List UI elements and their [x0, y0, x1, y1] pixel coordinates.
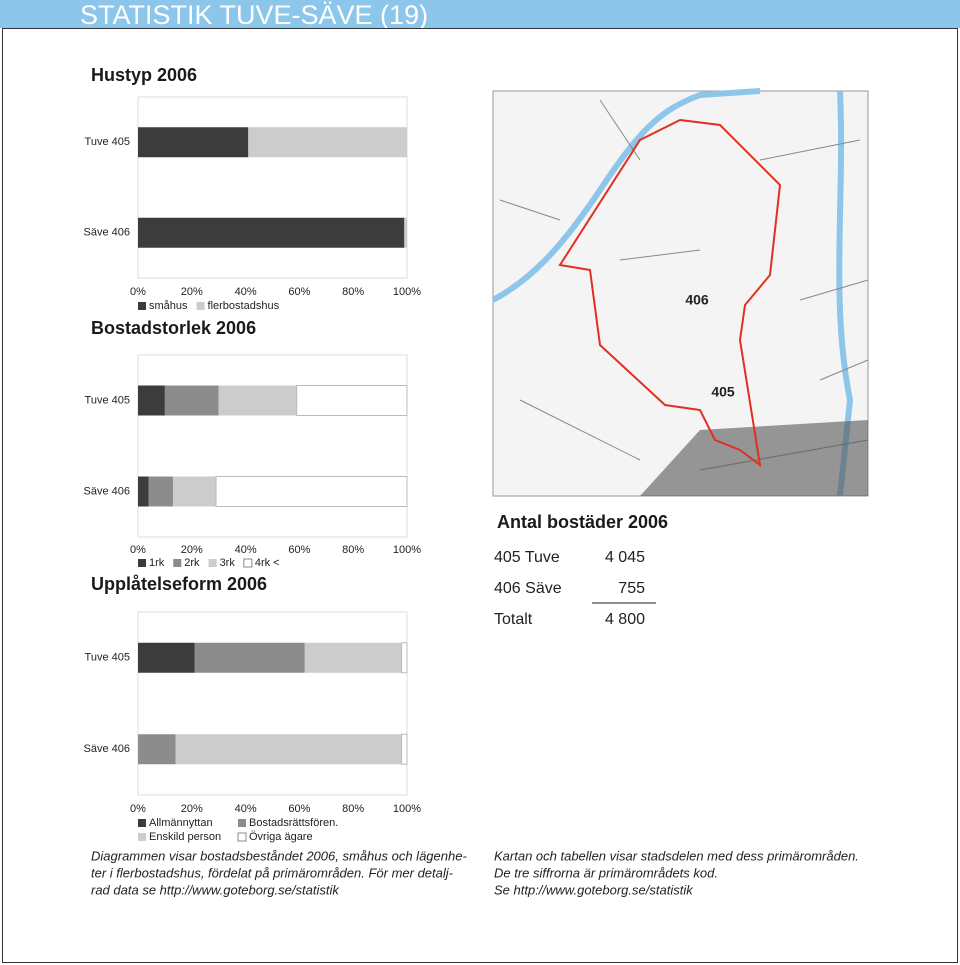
x-tick-label: 40%	[235, 544, 257, 556]
bar-segment	[138, 217, 405, 248]
map: 406 405	[491, 88, 869, 497]
caption-line: Kartan och tabellen visar stadsdelen med…	[494, 848, 859, 863]
x-tick-label: 40%	[235, 803, 257, 815]
category-label: Säve 406	[84, 485, 130, 497]
table-cell: 405 Tuve	[494, 549, 560, 566]
bar-segment	[194, 642, 305, 673]
legend-swatch	[238, 819, 246, 827]
x-tick-label: 100%	[393, 803, 421, 815]
legend-swatch	[196, 302, 205, 310]
legend-label: Enskild person	[149, 831, 221, 843]
x-tick-label: 20%	[181, 286, 203, 298]
legend-swatch	[138, 302, 146, 310]
x-tick-label: 0%	[130, 544, 146, 556]
legend-swatch	[138, 559, 146, 567]
bar-segment	[248, 127, 407, 158]
legend-label: Övriga ägare	[249, 831, 313, 843]
bar-segment	[138, 642, 195, 673]
legend-label: 2rk	[184, 557, 200, 569]
legend-swatch	[243, 558, 253, 568]
table-cell: 4 045	[605, 549, 645, 566]
legend-label: flerbostadshus	[208, 300, 280, 312]
urban-area	[640, 420, 868, 496]
legend-label: Bostadsrättsfören.	[249, 817, 338, 829]
river	[491, 88, 761, 303]
legend-label: 4rk <	[255, 557, 280, 569]
x-tick-label: 0%	[130, 286, 146, 298]
legend-label: Allmännyttan	[149, 817, 213, 829]
plot-frame	[137, 611, 408, 796]
district-border	[558, 118, 782, 468]
bar-segment	[138, 127, 249, 158]
table-cell: Totalt	[494, 611, 533, 628]
map-label: 405	[711, 384, 735, 400]
category-label: Tuve 405	[85, 652, 130, 664]
caption-line: De tre siffrorna är primärområdets kod.	[494, 865, 718, 880]
x-tick-label: 60%	[288, 544, 310, 556]
header-title: STATISTIK TUVE-SÄVE (19)	[80, 0, 428, 30]
x-tick-label: 20%	[181, 544, 203, 556]
legend-swatch	[173, 559, 182, 567]
bar-segment	[401, 733, 408, 765]
bar-segment	[172, 476, 217, 507]
category-label: Säve 406	[84, 227, 130, 239]
x-tick-label: 60%	[288, 803, 310, 815]
x-tick-label: 100%	[393, 286, 421, 298]
legend-swatch	[237, 832, 247, 842]
table-title: Antal bostäder 2006	[497, 512, 668, 532]
caption-line: ter i flerbostadshus, fördelat på primär…	[91, 865, 454, 880]
table-cell: 4 800	[605, 611, 645, 628]
bar-segment	[304, 642, 402, 673]
bar-segment	[401, 642, 408, 674]
table-cell: 755	[618, 580, 645, 597]
legend-label: 3rk	[220, 557, 236, 569]
x-tick-label: 40%	[235, 286, 257, 298]
bar-segment	[138, 734, 176, 765]
bar-segment	[215, 476, 408, 507]
chart-title: Upplåtelseform 2006	[91, 574, 267, 594]
x-tick-label: 0%	[130, 803, 146, 815]
legend-swatch	[138, 819, 146, 827]
x-tick-label: 80%	[342, 803, 364, 815]
x-tick-label: 60%	[288, 286, 310, 298]
caption-line: Diagrammen visar bostadsbeståndet 2006, …	[91, 848, 467, 863]
bar-segment	[138, 385, 165, 416]
legend-label: 1rk	[149, 557, 165, 569]
x-tick-label: 20%	[181, 803, 203, 815]
caption-line: Se http://www.goteborg.se/statistik	[494, 882, 694, 897]
legend-swatch	[208, 559, 217, 567]
caption-line: rad data se http://www.goteborg.se/stati…	[91, 882, 340, 897]
x-tick-label: 100%	[393, 544, 421, 556]
bar-segment	[218, 385, 297, 416]
category-label: Tuve 405	[85, 136, 130, 148]
plot-frame	[137, 354, 408, 538]
x-tick-label: 80%	[342, 544, 364, 556]
bar-segment	[164, 385, 219, 416]
river	[836, 90, 854, 497]
chart-title: Bostadstorlek 2006	[91, 318, 256, 338]
category-label: Säve 406	[84, 743, 130, 755]
map-label: 406	[685, 292, 709, 308]
legend-swatch	[138, 833, 146, 841]
bar-segment	[148, 476, 173, 507]
bar-segment	[175, 734, 402, 765]
x-tick-label: 80%	[342, 286, 364, 298]
chart-title: Hustyp 2006	[91, 65, 197, 85]
bar-segment	[404, 217, 407, 248]
plot-frame	[137, 96, 408, 279]
page-frame	[2, 28, 958, 963]
header-band	[0, 0, 960, 28]
bar-segment	[138, 476, 149, 507]
category-label: Tuve 405	[85, 394, 130, 406]
legend-label: småhus	[149, 300, 188, 312]
bar-segment	[296, 385, 408, 416]
table-cell: 406 Säve	[494, 580, 562, 597]
